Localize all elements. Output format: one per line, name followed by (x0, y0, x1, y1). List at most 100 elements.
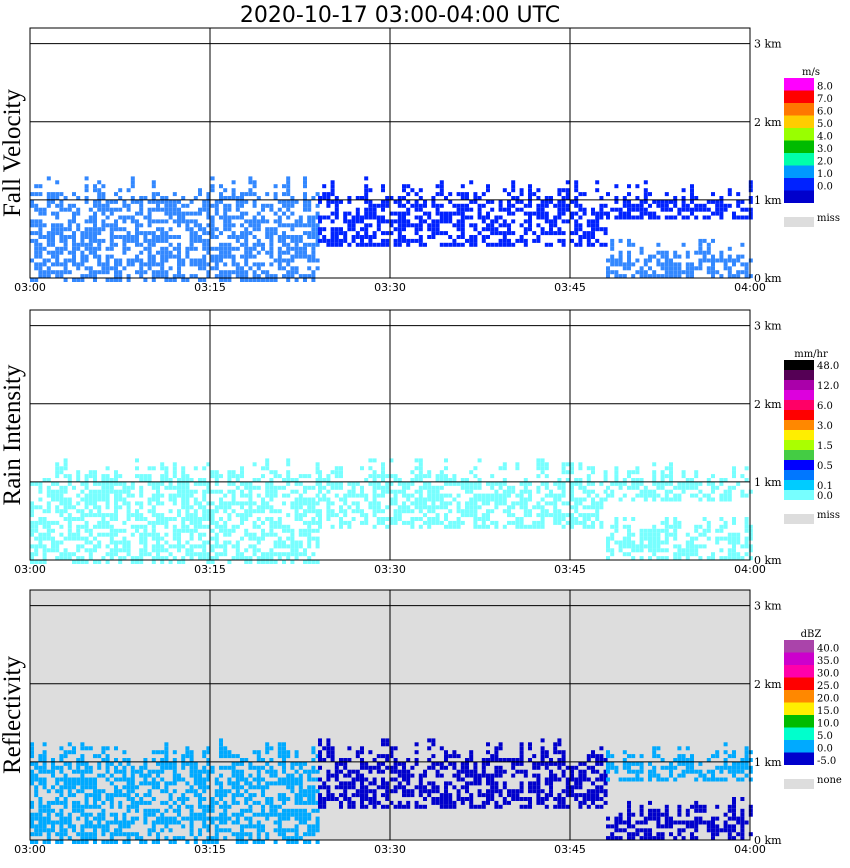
colorbar-swatch (784, 390, 814, 400)
echo-cell (586, 505, 591, 510)
echo-cell (406, 789, 411, 794)
echo-cell (635, 215, 640, 220)
echo-cell (456, 493, 461, 498)
echo-cell (469, 793, 474, 798)
echo-cell (326, 773, 331, 778)
echo-cell (114, 274, 118, 279)
echo-cell (164, 207, 169, 212)
echo-cell (139, 505, 144, 510)
echo-cell (206, 761, 211, 766)
echo-cell (286, 274, 291, 279)
echo-cell (248, 556, 253, 561)
echo-cell (164, 750, 169, 755)
echo-cell (339, 238, 343, 243)
echo-cell (574, 478, 579, 482)
echo-cell (648, 536, 652, 541)
echo-cell (660, 250, 665, 255)
echo-cell (723, 203, 728, 208)
echo-cell (294, 769, 299, 774)
echo-cell (72, 750, 76, 755)
echo-cell (343, 761, 348, 766)
echo-cell (151, 505, 156, 510)
echo-cell (570, 199, 574, 204)
echo-cell (372, 493, 377, 498)
echo-cell (519, 493, 524, 498)
echo-cell (172, 800, 177, 805)
echo-cell (656, 528, 661, 533)
echo-cell (303, 532, 307, 537)
echo-cell (240, 211, 244, 216)
echo-cell (528, 192, 532, 197)
echo-cell (198, 536, 202, 541)
echo-cell (277, 520, 282, 525)
echo-cell (244, 777, 249, 782)
echo-cell (172, 235, 177, 239)
echo-cell (126, 505, 131, 510)
echo-cell (84, 785, 89, 790)
echo-cell (456, 203, 461, 208)
echo-cell (72, 560, 76, 564)
echo-cell (614, 470, 619, 475)
echo-cell (631, 485, 636, 490)
echo-cell (599, 203, 604, 208)
echo-cell (248, 250, 253, 255)
echo-cell (181, 493, 186, 498)
echo-cell (240, 242, 244, 247)
echo-cell (240, 481, 244, 486)
echo-cell (286, 462, 291, 467)
echo-cell (210, 254, 215, 259)
echo-cell (364, 207, 369, 212)
echo-cell (244, 270, 249, 275)
echo-cell (34, 552, 39, 557)
echo-cell (460, 223, 465, 228)
echo-cell (343, 781, 348, 786)
echo-cell (80, 804, 85, 809)
echo-cell (206, 199, 211, 204)
echo-cell (727, 485, 732, 490)
echo-cell (622, 196, 627, 200)
echo-cell (519, 785, 524, 790)
echo-cell (507, 520, 511, 525)
echo-cell (261, 560, 265, 564)
echo-cell (30, 552, 34, 557)
echo-cell (130, 800, 135, 805)
echo-cell (303, 485, 307, 490)
echo-cell (286, 207, 291, 212)
echo-cell (599, 227, 604, 232)
echo-cell (322, 485, 327, 490)
echo-cell (740, 199, 745, 204)
echo-cell (76, 544, 81, 549)
echo-cell (502, 238, 507, 243)
echo-cell (130, 262, 135, 267)
echo-cell (618, 485, 623, 490)
echo-cell (42, 758, 47, 762)
echo-cell (540, 524, 545, 529)
echo-cell (93, 274, 97, 279)
echo-cell (315, 800, 320, 805)
echo-cell (368, 505, 373, 510)
echo-cell (418, 242, 423, 247)
echo-cell (93, 199, 97, 204)
echo-cell (223, 828, 228, 833)
echo-cell (694, 470, 699, 475)
echo-cell (114, 501, 118, 506)
echo-cell (97, 804, 102, 809)
echo-cell (460, 219, 465, 224)
echo-cell (168, 242, 173, 247)
echo-cell (532, 785, 537, 790)
echo-cell (418, 489, 423, 494)
echo-cell (494, 481, 499, 486)
echo-cell (256, 754, 261, 759)
echo-cell (368, 203, 373, 208)
echo-cell (311, 517, 316, 521)
echo-cell (685, 485, 690, 490)
echo-cell (67, 219, 72, 224)
echo-cell (139, 552, 144, 557)
echo-cell (164, 246, 169, 251)
echo-cell (418, 804, 423, 809)
echo-cell (185, 746, 190, 751)
echo-cell (549, 199, 553, 204)
echo-cell (139, 493, 144, 498)
echo-cell (706, 481, 711, 486)
echo-cell (256, 820, 261, 825)
